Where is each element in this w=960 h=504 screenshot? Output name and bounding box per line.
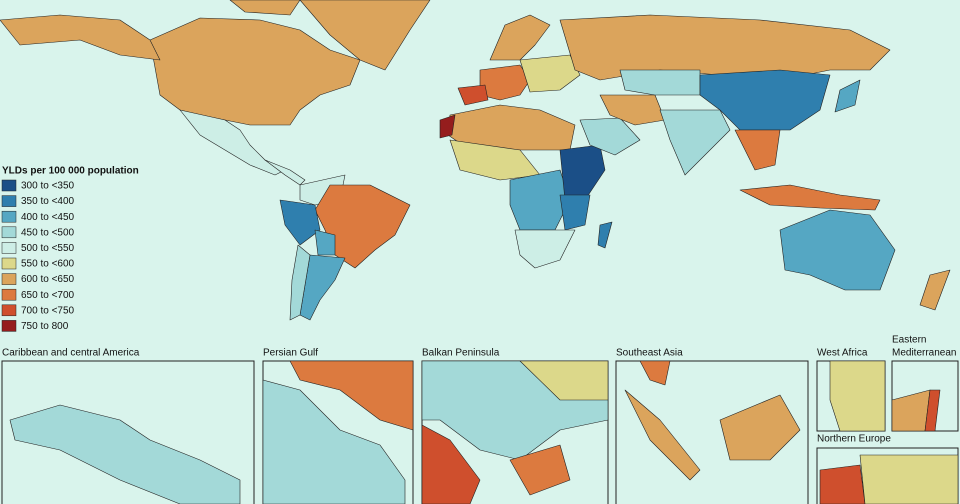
chile: [289, 244, 311, 321]
arabia: [579, 117, 641, 156]
greenland: [299, 0, 431, 71]
inset-title: Balkan Peninsula: [422, 348, 500, 359]
inset-title: West Africa: [817, 348, 868, 359]
legend-swatch: [1, 195, 17, 207]
legend-label: 400 to <450: [21, 212, 75, 223]
tanzania: [559, 194, 591, 231]
inset-title: Eastern: [892, 335, 926, 346]
iran: [599, 94, 666, 126]
legend-title: YLDs per 100 000 population: [2, 166, 139, 177]
japan: [834, 79, 861, 113]
legend-label: 650 to <700: [21, 290, 75, 301]
legend-label: 300 to <350: [21, 181, 75, 192]
inset-land: [519, 360, 609, 401]
inset-land: [624, 389, 701, 481]
new-zealand: [919, 269, 951, 311]
inset-title: Southeast Asia: [616, 348, 683, 359]
legend-label: 350 to <400: [21, 196, 75, 207]
inset-land: [421, 424, 481, 504]
legend-label: 450 to <500: [21, 227, 75, 238]
central-asia: [619, 69, 701, 96]
inset-title: Persian Gulf: [263, 348, 318, 359]
madagascar: [597, 221, 613, 249]
peru: [279, 199, 321, 246]
legend-swatch: [1, 304, 17, 317]
inset-land: [859, 454, 959, 504]
russia: [559, 14, 891, 81]
legend: 300 to <350 350 to <400 400 to <450 450 to …: [1, 179, 75, 332]
legend-label: 700 to <750: [21, 305, 75, 316]
legend-label: 550 to <600: [21, 259, 75, 270]
indochina: [734, 129, 781, 171]
legend-swatch: [1, 273, 17, 285]
china: [699, 69, 831, 131]
legend-swatch: [1, 179, 17, 192]
legend-label: 600 to <650: [21, 274, 75, 285]
inset-land: [819, 464, 866, 504]
legend-swatch: [1, 226, 17, 239]
legend-label: 750 to 800: [21, 321, 69, 332]
arctic-islands: [229, 0, 301, 16]
inset-land: [289, 360, 414, 431]
legend-swatch: [1, 210, 17, 223]
brazil: [314, 184, 411, 269]
legend-swatch: [1, 242, 17, 254]
eastern-europe: [519, 54, 581, 93]
inset-land: [719, 394, 801, 461]
inset-land: [9, 404, 241, 504]
inset-land: [509, 444, 571, 496]
legend-label: 500 to <550: [21, 243, 75, 254]
inset-land: [829, 360, 886, 432]
alaska: [0, 14, 161, 61]
southern-africa: [514, 229, 576, 269]
sahel: [449, 139, 541, 181]
inset-title: Mediterranean: [892, 348, 956, 359]
legend-swatch: [1, 320, 17, 332]
indonesia: [739, 184, 881, 211]
inset-land: [262, 379, 406, 504]
bolivia: [314, 229, 336, 256]
legend-swatch: [1, 288, 17, 301]
inset-land: [639, 360, 671, 386]
inset-land: [924, 389, 941, 432]
legend-swatch: [1, 257, 17, 270]
inset-title: Caribbean and central America: [2, 348, 140, 359]
central-america: [264, 159, 306, 186]
inset-title: Northern Europe: [817, 434, 891, 445]
iberia: [457, 84, 489, 106]
western-sahara: [439, 114, 456, 139]
australia: [779, 209, 896, 291]
